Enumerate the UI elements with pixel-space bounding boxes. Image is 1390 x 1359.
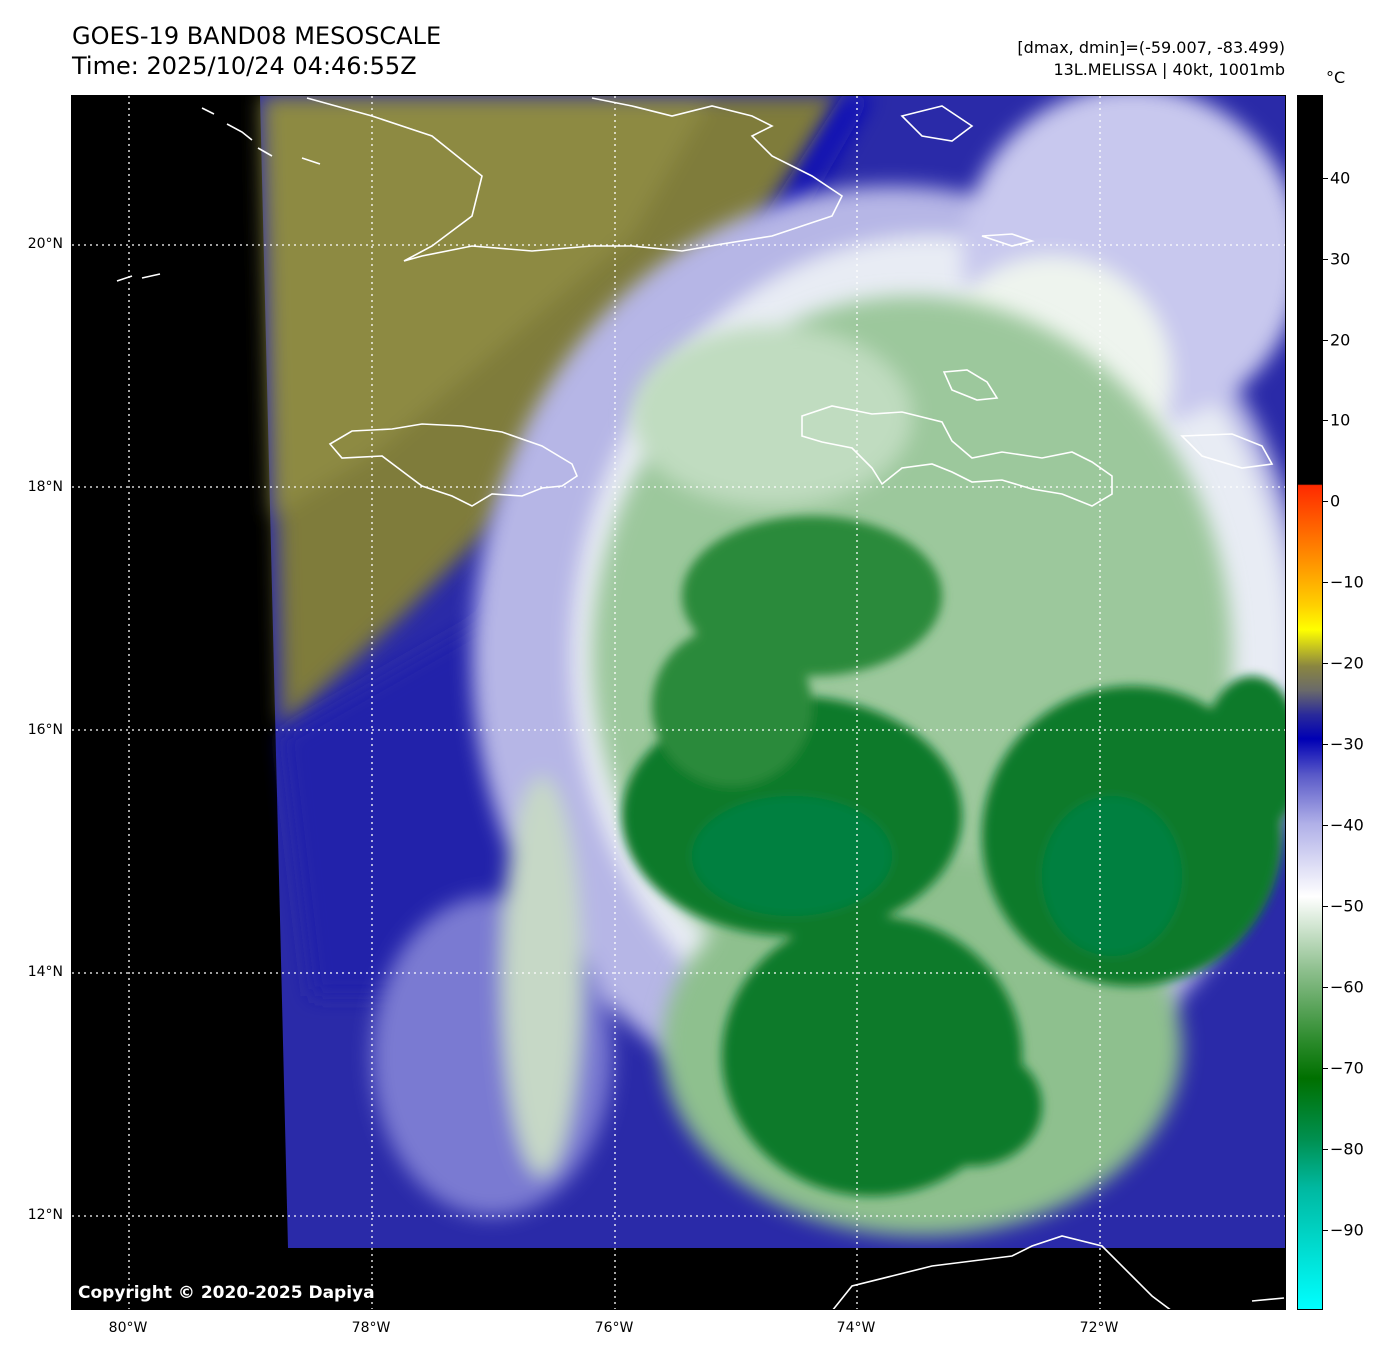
lon-label-76w: 76°W xyxy=(594,1320,634,1336)
lon-label-72w: 72°W xyxy=(1079,1320,1119,1336)
colorbar-tick xyxy=(1323,582,1328,583)
colorbar-tick xyxy=(1323,340,1328,341)
colorbar-label-30: 30 xyxy=(1330,249,1351,269)
lat-label-18n: 18°N xyxy=(27,479,63,495)
colorbar-label-minus50: −50 xyxy=(1330,896,1364,916)
coastline-cuba xyxy=(306,97,844,262)
lon-label-80w: 80°W xyxy=(108,1320,148,1336)
colorbar-tick xyxy=(1323,825,1328,826)
colorbar-label-minus10: −10 xyxy=(1330,572,1364,592)
colorbar-label-10: 10 xyxy=(1330,410,1351,430)
colorbar-label-minus40: −40 xyxy=(1330,815,1364,835)
coastline-puerto-rico xyxy=(1180,433,1274,469)
lat-label-16n: 16°N xyxy=(27,722,63,738)
temperature-colorbar xyxy=(1297,95,1323,1310)
coastline-bahamas xyxy=(900,105,974,142)
colorbar-label-minus60: −60 xyxy=(1330,977,1364,997)
colorbar-label-0: 0 xyxy=(1330,491,1341,511)
colorbar-label-minus90: −90 xyxy=(1330,1220,1364,1240)
colorbar-tick xyxy=(1323,501,1328,502)
lon-label-78w: 78°W xyxy=(351,1320,391,1336)
title-line-satellite: GOES-19 BAND08 MESOSCALE xyxy=(72,22,442,50)
colorbar-tick xyxy=(1323,178,1328,179)
title-line-time: Time: 2025/10/24 04:46:55Z xyxy=(72,52,417,80)
coastline-south-america xyxy=(832,1235,1285,1309)
colorbar-unit: °C xyxy=(1326,68,1346,87)
coastline-islands-nw xyxy=(116,107,321,282)
colorbar-label-minus80: −80 xyxy=(1330,1139,1364,1159)
colorbar-tick xyxy=(1323,1149,1328,1150)
satellite-map: Copyright © 2020-2025 Dapiya xyxy=(71,95,1286,1310)
colorbar-tick xyxy=(1323,420,1328,421)
colorbar-tick xyxy=(1323,1068,1328,1069)
copyright-text: Copyright © 2020-2025 Dapiya xyxy=(78,1283,375,1303)
colorbar-label-minus30: −30 xyxy=(1330,734,1364,754)
lat-label-14n: 14°N xyxy=(27,964,63,980)
lat-label-20n: 20°N xyxy=(27,236,63,252)
coastline-turks xyxy=(981,233,1035,247)
colorbar-tick xyxy=(1323,259,1328,260)
lon-label-74w: 74°W xyxy=(836,1320,876,1336)
map-imagery xyxy=(72,96,1285,1309)
info-storm: 13L.MELISSA | 40kt, 1001mb xyxy=(1053,60,1285,79)
gridlines xyxy=(72,96,1285,1309)
colorbar-tick xyxy=(1323,663,1328,664)
colorbar-tick xyxy=(1323,744,1328,745)
lat-label-12n: 12°N xyxy=(27,1207,63,1223)
deep-convection xyxy=(622,516,1285,1196)
coastline-hispaniola xyxy=(801,405,1113,507)
colorbar-tick xyxy=(1323,1230,1328,1231)
colorbar-tick xyxy=(1323,987,1328,988)
colorbar-label-minus20: −20 xyxy=(1330,653,1364,673)
colorbar-label-minus70: −70 xyxy=(1330,1058,1364,1078)
colorbar-tick xyxy=(1323,906,1328,907)
info-dmax-dmin: [dmax, dmin]=(-59.007, -83.499) xyxy=(1017,38,1285,57)
colorbar-label-20: 20 xyxy=(1330,330,1351,350)
coastline-gonave xyxy=(942,369,999,401)
colorbar-label-40: 40 xyxy=(1330,168,1351,188)
